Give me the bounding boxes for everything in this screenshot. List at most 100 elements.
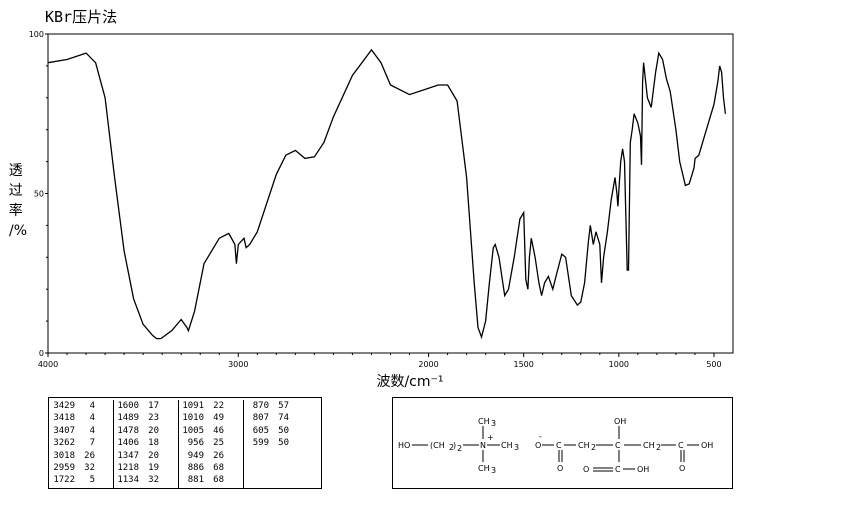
anion-c-bottom: C [615,465,621,474]
anion-o: O [535,441,541,450]
peak-wavenumber: 1010 [182,413,204,424]
y-tick-label: 0 [39,349,44,358]
peak-transmittance: 22 [213,401,224,411]
peak-row: 949 26 [178,450,243,462]
peak-transmittance: 7 [89,438,95,449]
peak-wavenumber: 3018 [53,450,75,461]
peak-row: 807 74 [243,412,321,424]
cation-ch3-top-sub: 3 [491,419,496,428]
peak-row: 1600 17 [113,400,178,412]
peak-transmittance: 4 [89,413,95,424]
page-title: KBr压片法 [45,8,118,26]
cation-ch3-bottom: CH [478,464,490,473]
peak-wavenumber: 886 [187,462,204,473]
plot-frame [47,33,734,354]
peak-wavenumber: 3407 [53,425,75,436]
peak-row: 1489 23 [113,412,178,424]
x-tick-label: 1500 [514,360,534,369]
peak-row: 1005 46 [178,425,243,437]
peak-wavenumber: 870 [252,401,269,411]
peak-wavenumber: 3429 [53,401,75,411]
anion-oh-right: OH [701,441,713,450]
y-axis-label: 透 过 率 /% [9,163,27,239]
anion-o-below-c-right: O [679,464,685,473]
x-tick-label: 3000 [228,360,248,369]
anion-o-below-c1: O [557,464,563,473]
anion-oh-top: OH [614,417,626,426]
peak-transmittance: 26 [213,450,224,461]
peak-transmittance: 23 [148,413,159,424]
anion-ch2-a-sub: 2 [591,443,596,452]
peak-transmittance: 32 [148,475,159,486]
y-tick-label: 50 [34,190,44,199]
peak-wavenumber: 881 [187,475,204,486]
peak-wavenumber: 605 [252,425,269,436]
y-axis-label-part-4: /% [9,223,27,239]
peak-row: 870 57 [243,400,321,412]
peak-wavenumber: 807 [252,413,269,424]
anion-o-left-of-c-bottom: O [583,465,589,474]
peak-wavenumber: 3262 [53,438,75,449]
peak-wavenumber: 1347 [117,450,139,461]
cation-n-sub: 2 [457,444,462,453]
peak-transmittance: 57 [278,401,289,411]
cation-ch3-right: CH [501,441,513,450]
peak-row: 1134 32 [113,474,178,486]
peak-row: 1347 20 [113,450,178,462]
peak-row: 1218 19 [113,462,178,474]
x-tick-label: 1000 [609,360,629,369]
peak-row: 3262 7 [49,437,113,449]
spectrum-line [47,48,727,340]
cation-ch2: (CH [430,441,445,450]
y-axis-label-part-3: 率 [9,202,23,219]
peak-wavenumber: 2959 [53,462,75,473]
cation-plus: + [487,433,494,442]
peak-wavenumber: 1478 [117,425,139,436]
x-tick-label: 2000 [418,360,438,369]
peak-row: 1091 22 [178,400,243,412]
peak-column-1: 3429 4 3418 4 3407 4 3262 7 3018 26 2959 32 1722 5 [49,400,114,488]
anion-ch2-a: CH [578,441,590,450]
peak-row: 3429 4 [49,400,113,412]
peak-transmittance: 17 [148,401,159,411]
cation-close-paren: ) [453,441,456,450]
x-axis-label: 波数/cm⁻¹ [376,374,443,390]
cation-ho: HO [398,441,410,450]
peak-transmittance: 74 [278,413,289,424]
peak-transmittance: 50 [278,438,289,449]
peak-wavenumber: 1722 [53,475,75,486]
peak-wavenumber: 1600 [117,401,139,411]
peak-row: 956 25 [178,437,243,449]
peak-wavenumber: 956 [187,438,204,449]
peak-row: 886 68 [178,462,243,474]
peak-transmittance: 32 [84,462,95,473]
peak-row: 1478 20 [113,425,178,437]
cation-ch3-bottom-sub: 3 [491,466,496,475]
anion-c1: C [556,441,562,450]
cation-ch2-sub: 2 [449,443,454,452]
peak-transmittance: 26 [84,450,95,461]
y-axis: 0 50 100 [29,30,48,358]
peak-column-3: 1091 22 1010 49 1005 46 956 25 949 26 886 68 881 68 [178,400,244,488]
x-tick-label: 500 [706,360,721,369]
ir-spectrum-chart: 4000 3000 2000 1500 1000 500 0 50 100 波数/cm⁻¹ 透… [9,30,734,390]
x-axis: 4000 3000 2000 1500 1000 500 [38,353,722,369]
anion-c-center: C [615,441,621,450]
chemical-structure: HO (CH 2 ) 2 N + CH 3 CH 3 CH 3 - O C O … [398,417,713,475]
peak-row: 605 50 [243,425,321,437]
peak-wavenumber: 1005 [182,425,204,436]
peak-transmittance: 20 [148,425,159,436]
peak-row: 599 50 [243,437,321,449]
peak-transmittance: 50 [278,425,289,436]
peak-transmittance: 20 [148,450,159,461]
peak-row: 1010 49 [178,412,243,424]
anion-oh-bottom: OH [637,465,649,474]
peak-row: 1722 5 [49,474,113,486]
peak-row: 2959 32 [49,462,113,474]
peak-table: 3429 4 3418 4 3407 4 3262 7 3018 26 2959 32 1722 5 16… [48,397,322,489]
peak-transmittance: 4 [89,425,95,436]
peak-transmittance: 68 [213,475,224,486]
peak-row: 3407 4 [49,425,113,437]
peak-row: 881 68 [178,474,243,486]
anion-c-right: C [678,441,684,450]
